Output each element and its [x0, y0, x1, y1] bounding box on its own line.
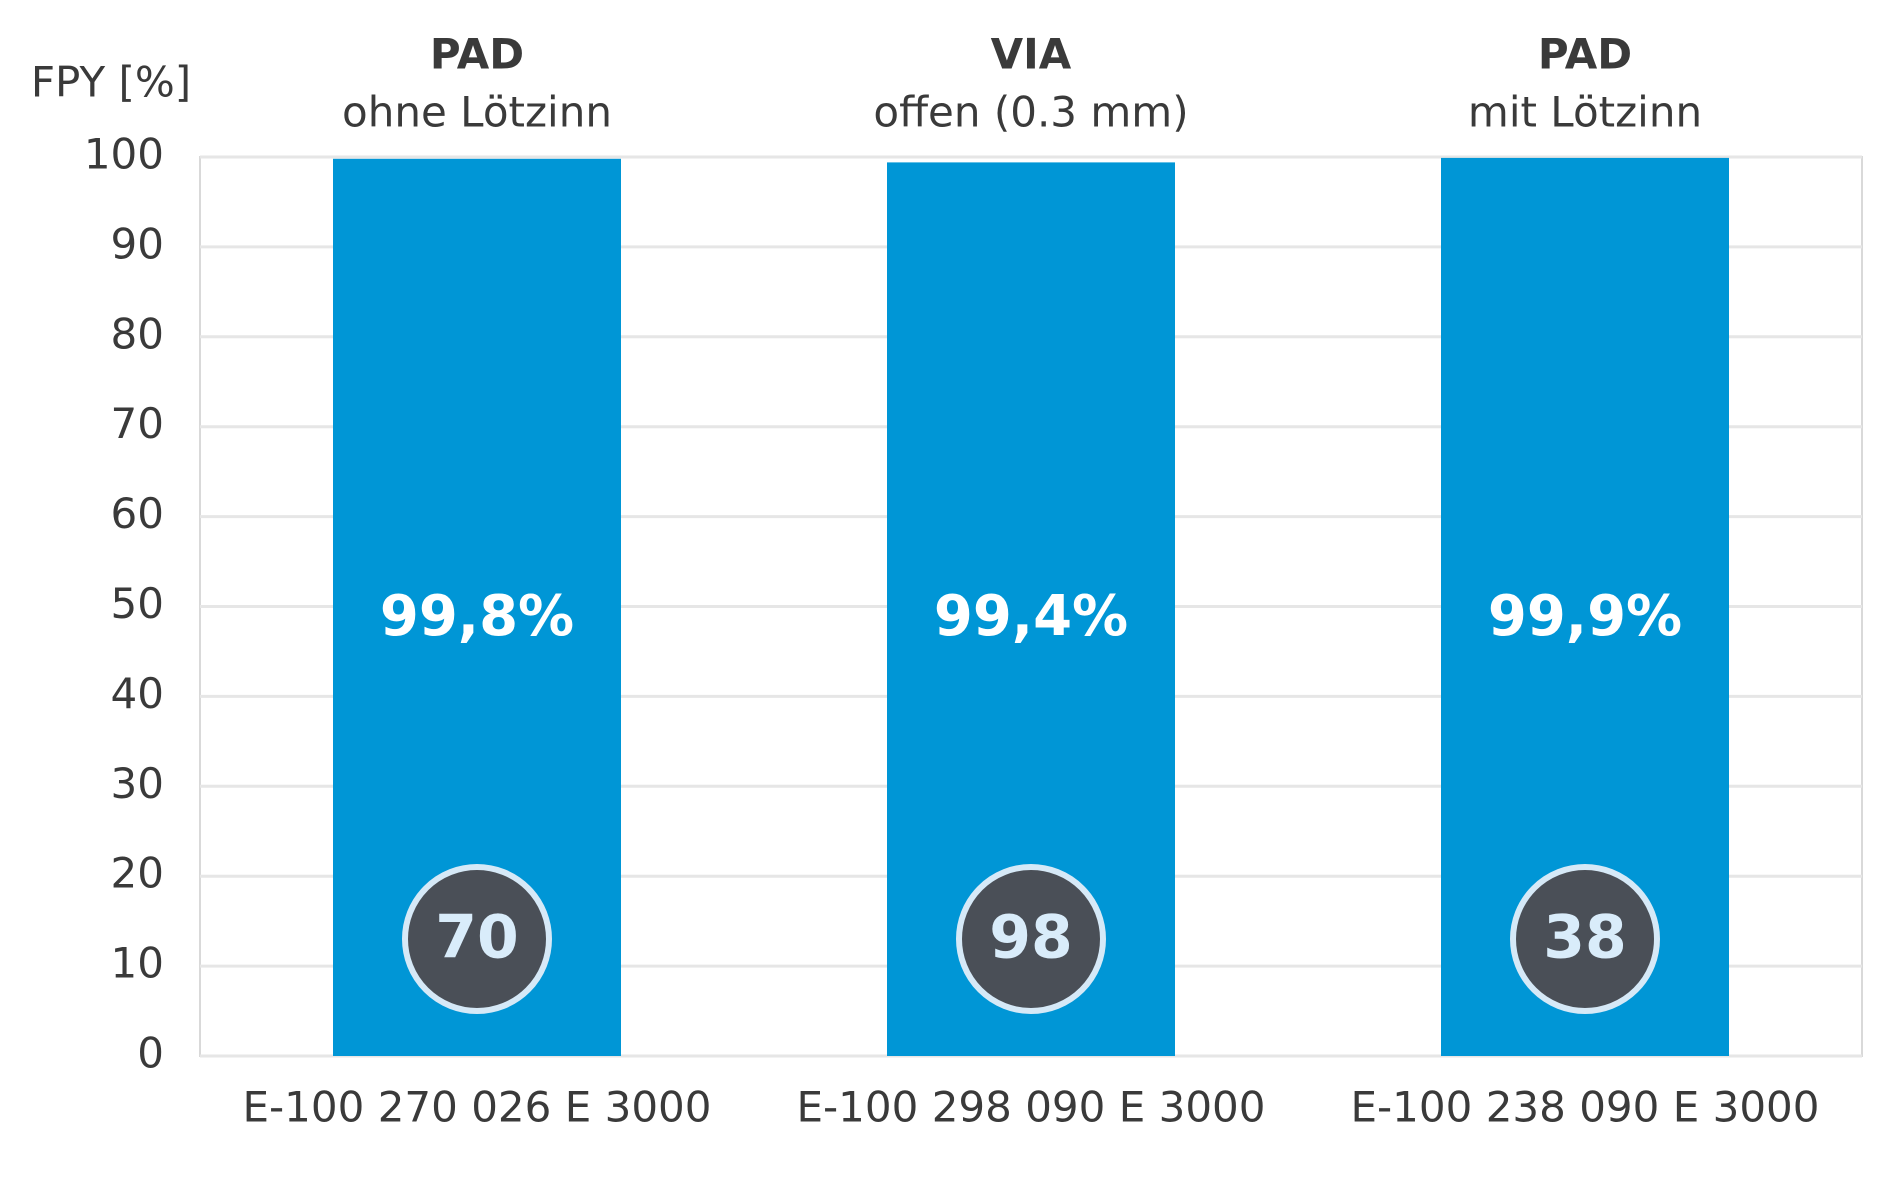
x-tick-label: E-100 238 090 E 3000 [1350, 1083, 1819, 1132]
count-label: 98 [989, 903, 1073, 973]
y-tick-label: 40 [111, 669, 164, 718]
header-title: VIA [991, 30, 1072, 79]
value-label: 99,8% [380, 584, 574, 649]
value-label: 99,9% [1488, 584, 1682, 649]
header-title: PAD [1538, 30, 1632, 79]
count-badge [402, 864, 552, 1014]
value-label: 99,4% [934, 584, 1128, 649]
header-subtitle: ohne Lötzinn [342, 88, 612, 137]
header-subtitle: mit Lötzinn [1468, 88, 1702, 137]
header-title: PAD [430, 30, 524, 79]
count-label: 70 [435, 903, 519, 973]
count-badge [1510, 864, 1660, 1014]
y-tick-label: 50 [111, 579, 164, 628]
y-tick-label: 90 [111, 219, 164, 268]
y-tick-label: 70 [111, 399, 164, 448]
y-axis-label: FPY [%] [31, 58, 191, 107]
count-label: 38 [1543, 903, 1627, 973]
x-tick-label: E-100 298 090 E 3000 [796, 1083, 1265, 1132]
y-tick-label: 60 [111, 489, 164, 538]
y-tick-label: 10 [111, 939, 164, 988]
header-subtitle: offen (0.3 mm) [873, 88, 1188, 137]
y-tick-label: 30 [111, 759, 164, 808]
count-badge [956, 864, 1106, 1014]
y-tick-label: 20 [111, 849, 164, 898]
y-tick-label: 100 [84, 130, 164, 179]
y-tick-label: 80 [111, 309, 164, 358]
y-tick-label: 0 [137, 1029, 164, 1078]
x-tick-label: E-100 270 026 E 3000 [242, 1083, 711, 1132]
